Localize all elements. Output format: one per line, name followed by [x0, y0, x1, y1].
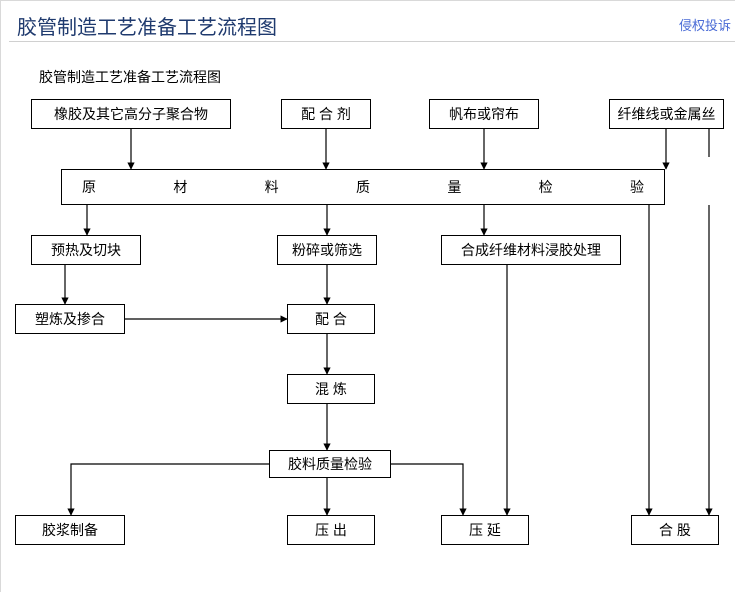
- node-synth: 合成纤维材料浸胶处理: [441, 235, 621, 265]
- node-preheat: 预热及切块: [31, 235, 141, 265]
- flowchart: 胶管制造工艺准备工艺流程图 橡胶及其它高分子聚合物 配 合 剂 帆布或帘布 纤维线或金…: [9, 49, 729, 585]
- edge: [391, 464, 463, 515]
- node-mix: 配 合: [287, 304, 375, 334]
- report-link[interactable]: 侵权投诉: [679, 15, 731, 34]
- node-qc: 胶料质量检验: [269, 450, 391, 478]
- node-plast: 塑炼及掺合: [15, 304, 125, 334]
- node-knead: 混 炼: [287, 374, 375, 404]
- node-calender: 压 延: [441, 515, 529, 545]
- diagram-subtitle: 胶管制造工艺准备工艺流程图: [39, 67, 221, 87]
- node-grinding: 粉碎或筛选: [277, 235, 377, 265]
- node-fiber: 纤维线或金属丝: [609, 99, 724, 129]
- node-canvas: 帆布或帘布: [429, 99, 539, 129]
- node-additive: 配 合 剂: [281, 99, 371, 129]
- page: 胶管制造工艺准备工艺流程图 侵权投诉 胶管制造工艺准备工艺流程图 橡胶及其它高分…: [0, 0, 735, 592]
- header-divider: [9, 41, 735, 42]
- node-plying: 合 股: [631, 515, 719, 545]
- node-slurry: 胶浆制备: [15, 515, 125, 545]
- node-inspect: 原材料质量检验: [61, 169, 665, 205]
- node-extrude: 压 出: [287, 515, 375, 545]
- node-rubber: 橡胶及其它高分子聚合物: [31, 99, 231, 129]
- edge: [71, 464, 269, 515]
- page-title: 胶管制造工艺准备工艺流程图: [17, 11, 277, 40]
